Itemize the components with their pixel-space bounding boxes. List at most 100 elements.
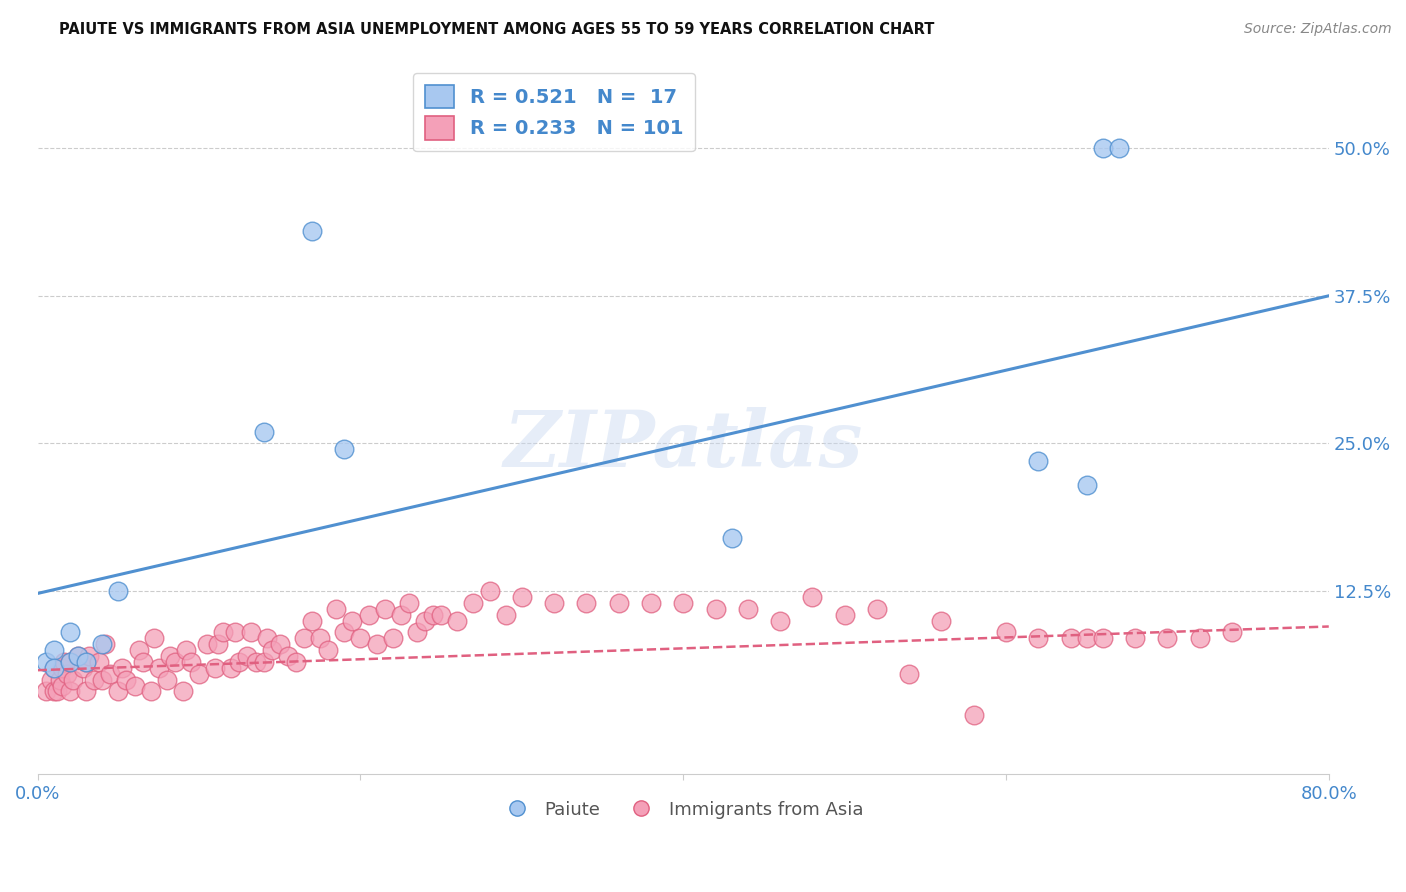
Point xyxy=(269,637,291,651)
Point xyxy=(995,625,1018,640)
Point xyxy=(42,643,65,657)
Point xyxy=(35,684,58,698)
Point xyxy=(139,684,162,698)
Point xyxy=(316,643,339,657)
Point xyxy=(91,673,114,687)
Point xyxy=(430,607,453,622)
Point xyxy=(110,661,132,675)
Point xyxy=(277,648,299,663)
Point xyxy=(374,601,396,615)
Point xyxy=(239,625,262,640)
Point xyxy=(1059,632,1081,646)
Point xyxy=(59,625,82,640)
Point xyxy=(301,614,323,628)
Point xyxy=(49,673,72,687)
Point xyxy=(333,625,356,640)
Point xyxy=(1091,141,1114,155)
Point xyxy=(737,601,759,615)
Point xyxy=(115,673,138,687)
Point xyxy=(543,596,565,610)
Point xyxy=(128,643,150,657)
Point xyxy=(1108,141,1130,155)
Point xyxy=(195,637,218,651)
Point xyxy=(834,607,856,622)
Point xyxy=(245,655,267,669)
Point xyxy=(59,655,82,669)
Point xyxy=(174,643,197,657)
Point xyxy=(333,442,356,457)
Point xyxy=(51,661,73,675)
Point xyxy=(163,655,186,669)
Point xyxy=(207,637,229,651)
Point xyxy=(1026,454,1049,468)
Point xyxy=(91,637,114,651)
Point xyxy=(769,614,792,628)
Point xyxy=(898,666,921,681)
Point xyxy=(59,655,82,669)
Point xyxy=(640,596,662,610)
Point xyxy=(51,679,73,693)
Point xyxy=(292,632,315,646)
Point xyxy=(52,655,75,669)
Point xyxy=(159,648,181,663)
Point xyxy=(142,632,165,646)
Point xyxy=(284,655,307,669)
Point xyxy=(607,596,630,610)
Point xyxy=(260,643,283,657)
Point xyxy=(575,596,598,610)
Point xyxy=(349,632,371,646)
Text: ZIPatlas: ZIPatlas xyxy=(503,407,863,483)
Point xyxy=(478,584,501,599)
Point xyxy=(94,637,117,651)
Point xyxy=(228,655,250,669)
Point xyxy=(1156,632,1178,646)
Point xyxy=(148,661,170,675)
Point xyxy=(495,607,517,622)
Legend: Paiute, Immigrants from Asia: Paiute, Immigrants from Asia xyxy=(496,793,870,826)
Point xyxy=(67,648,90,663)
Point xyxy=(398,596,420,610)
Point xyxy=(446,614,468,628)
Point xyxy=(357,607,380,622)
Point xyxy=(510,590,533,604)
Point xyxy=(35,655,58,669)
Point xyxy=(413,614,436,628)
Point xyxy=(75,655,97,669)
Point xyxy=(325,601,347,615)
Point xyxy=(1076,477,1098,491)
Point xyxy=(236,648,259,663)
Point xyxy=(1091,632,1114,646)
Point xyxy=(124,679,146,693)
Point xyxy=(107,584,129,599)
Point xyxy=(83,673,105,687)
Point xyxy=(366,637,388,651)
Point xyxy=(256,632,278,646)
Point xyxy=(42,661,65,675)
Point xyxy=(221,661,243,675)
Point xyxy=(1188,632,1211,646)
Point xyxy=(406,625,429,640)
Point xyxy=(463,596,485,610)
Point xyxy=(98,666,121,681)
Point xyxy=(75,655,97,669)
Point xyxy=(866,601,889,615)
Point xyxy=(1026,632,1049,646)
Point xyxy=(1220,625,1243,640)
Point xyxy=(180,655,202,669)
Point xyxy=(422,607,444,622)
Point xyxy=(46,684,69,698)
Point xyxy=(212,625,235,640)
Point xyxy=(156,673,179,687)
Point xyxy=(224,625,246,640)
Point xyxy=(253,655,276,669)
Point xyxy=(309,632,332,646)
Point xyxy=(107,684,129,698)
Point xyxy=(381,632,404,646)
Point xyxy=(39,673,62,687)
Point xyxy=(204,661,226,675)
Point xyxy=(301,224,323,238)
Point xyxy=(704,601,727,615)
Point xyxy=(801,590,824,604)
Point xyxy=(131,655,153,669)
Point xyxy=(1076,632,1098,646)
